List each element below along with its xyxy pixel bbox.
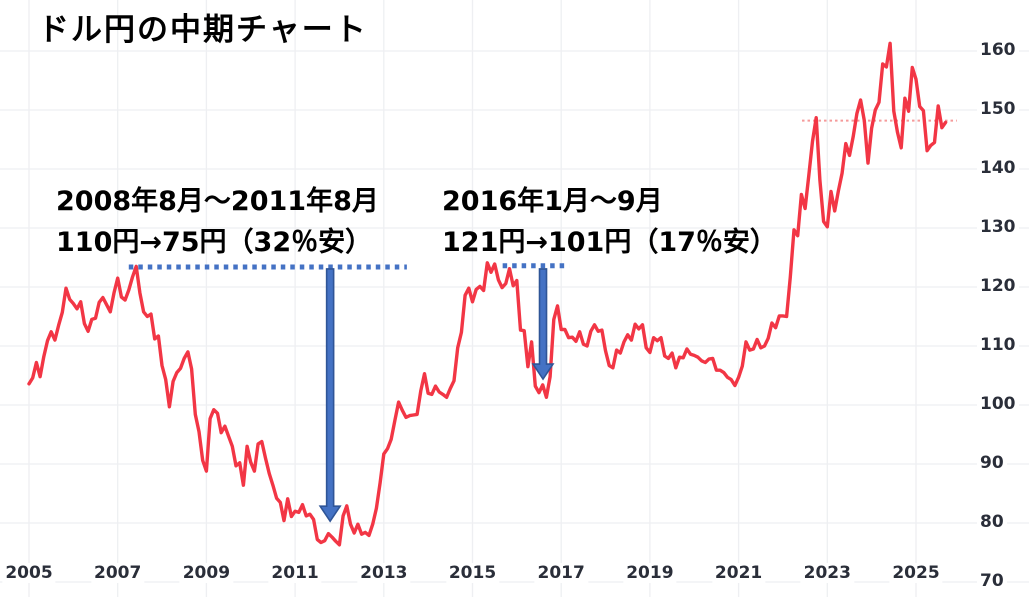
y-axis-label-150: 150 <box>977 99 1019 119</box>
annotation-2008-2011-change: 110円→75円（32％安） <box>56 227 373 258</box>
x-axis-label-2011: 2011 <box>268 563 322 583</box>
x-axis-label-2013: 2013 <box>357 563 411 583</box>
x-axis-label-2023: 2023 <box>800 563 854 583</box>
y-axis-label-160: 160 <box>977 40 1019 60</box>
annotation-2016-period: 2016年1月～9月 <box>442 186 663 217</box>
annotation-2008-2011-period: 2008年8月～2011年8月 <box>56 186 379 217</box>
y-axis-label-140: 140 <box>977 158 1019 178</box>
annotation-2016-drop: 2016年1月～9月 121円→101円（17％安） <box>442 181 777 263</box>
x-axis-label-2007: 2007 <box>91 563 145 583</box>
decline-arrow-1 <box>318 268 342 523</box>
x-axis-label-2017: 2017 <box>534 563 588 583</box>
x-axis-label-2019: 2019 <box>623 563 677 583</box>
y-axis-label-110: 110 <box>977 335 1019 355</box>
chart-title: ドル円の中期チャート <box>38 12 368 48</box>
y-axis-label-100: 100 <box>977 394 1019 414</box>
decline-arrow-2 <box>531 268 555 381</box>
y-axis-label-80: 80 <box>977 512 1007 532</box>
usdjpy-price-line <box>27 41 948 547</box>
x-axis-label-2015: 2015 <box>445 563 500 583</box>
annotation-2008-2011-drop: 2008年8月～2011年8月 110円→75円（32％安） <box>56 181 379 263</box>
annotation-2016-change: 121円→101円（17％安） <box>442 227 777 258</box>
x-axis-label-2005: 2005 <box>2 563 56 583</box>
x-axis-label-2025: 2025 <box>889 563 943 583</box>
y-axis-label-130: 130 <box>977 217 1019 237</box>
y-axis-label-90: 90 <box>977 453 1007 473</box>
y-axis-label-70: 70 <box>977 571 1007 591</box>
x-axis-label-2009: 2009 <box>179 563 234 583</box>
x-axis-label-2021: 2021 <box>711 563 766 583</box>
y-axis-label-120: 120 <box>977 276 1019 296</box>
